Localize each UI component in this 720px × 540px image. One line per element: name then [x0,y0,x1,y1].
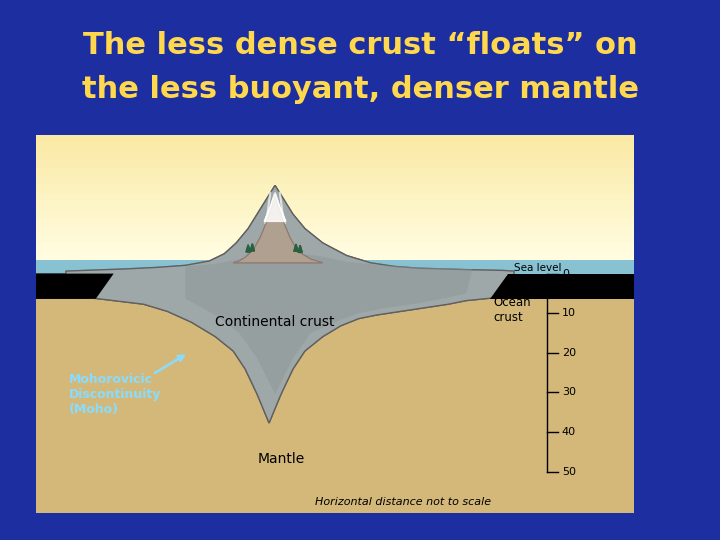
Bar [36,135,634,141]
Polygon shape [36,274,114,299]
Text: Sea level: Sea level [514,263,562,273]
Bar [36,176,634,184]
Bar [36,143,634,151]
Bar [36,261,634,513]
Text: 30: 30 [562,387,576,397]
Bar [36,226,634,235]
Text: 20: 20 [562,348,576,358]
Bar [36,243,634,252]
Bar [36,151,634,159]
Bar [36,160,634,166]
Text: The less dense crust “floats” on: The less dense crust “floats” on [83,31,637,60]
Polygon shape [294,244,298,251]
Bar [36,192,634,198]
Text: Continental crust: Continental crust [215,315,335,329]
Bar [36,185,634,192]
Bar [36,134,634,260]
Bar [36,154,634,160]
Text: Mohorovicic
Discontinuity
(Moho): Mohorovicic Discontinuity (Moho) [69,373,161,416]
Text: Horizontal distance not to scale: Horizontal distance not to scale [315,497,491,507]
Polygon shape [36,274,114,299]
Text: 10: 10 [562,308,576,318]
Text: 0: 0 [562,268,569,279]
Bar [36,260,634,274]
Bar [36,217,634,223]
Bar [36,198,634,204]
Text: 50: 50 [562,467,576,477]
Text: Mantle: Mantle [257,452,305,466]
Polygon shape [490,274,634,299]
Bar [36,211,634,217]
Bar [36,173,634,179]
Bar [36,201,634,210]
Polygon shape [251,244,254,251]
Bar [36,159,634,167]
Bar [36,193,634,201]
Polygon shape [298,245,302,252]
Polygon shape [66,185,514,423]
Polygon shape [186,254,472,394]
Bar [36,242,634,248]
Bar [36,134,634,143]
Bar [36,235,634,243]
Bar [36,204,634,211]
Polygon shape [294,244,298,251]
Polygon shape [233,193,323,263]
Bar [36,166,634,173]
Bar [36,218,634,226]
Polygon shape [66,185,514,423]
Bar [36,210,634,218]
Bar [36,141,634,147]
Polygon shape [246,245,251,252]
Bar [36,260,634,274]
Bar [36,255,634,261]
Bar [36,167,634,176]
Polygon shape [246,245,251,252]
Bar [36,236,634,242]
Text: Ocean
crust: Ocean crust [493,295,531,323]
Polygon shape [233,193,323,263]
Polygon shape [264,193,286,221]
Polygon shape [298,245,302,252]
Bar [36,179,634,185]
Polygon shape [251,244,254,251]
Polygon shape [186,254,472,394]
Bar [36,184,634,193]
Bar [36,248,634,255]
Polygon shape [490,274,634,299]
Text: the less buoyant, denser mantle: the less buoyant, denser mantle [81,75,639,104]
Text: 40: 40 [562,427,576,437]
Bar [36,230,634,236]
Bar [36,258,634,274]
Bar [36,223,634,230]
Polygon shape [264,193,286,221]
Bar [36,147,634,154]
Bar [36,252,634,260]
